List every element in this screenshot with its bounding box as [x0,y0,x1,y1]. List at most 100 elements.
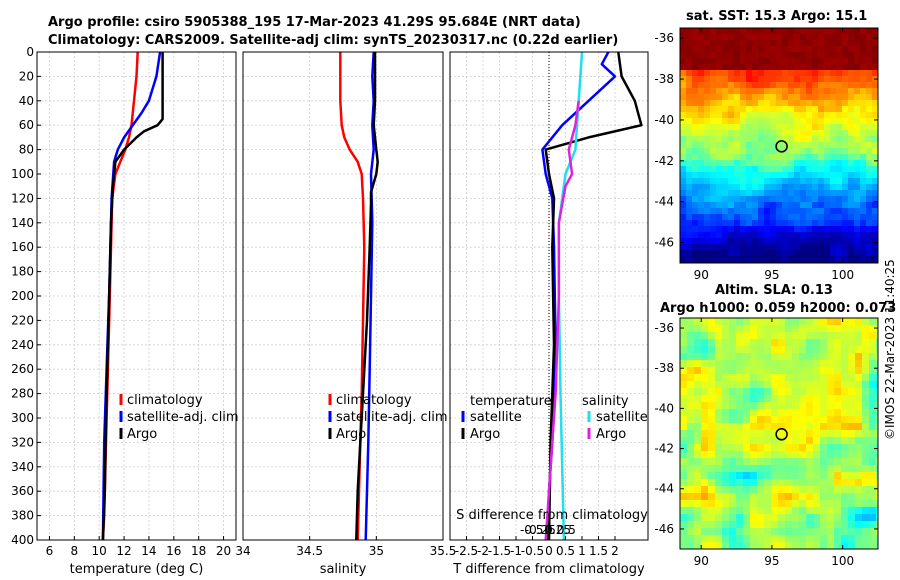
map-cell [722,409,730,417]
map-cell [729,409,737,417]
x-tick-label: 95 [764,554,779,568]
map-cell [782,250,789,257]
map-cell [686,100,693,107]
map-cell [708,479,716,487]
map-cell [827,500,835,508]
map-cell [722,130,729,137]
map-cell [820,346,828,354]
map-cell [834,542,842,550]
map-cell [866,226,873,233]
map-cell [680,238,687,245]
map-cell [854,124,861,131]
map-cell [824,40,831,47]
map-cell [818,238,825,245]
map-cell [785,486,793,494]
map-cell [862,318,870,326]
map-cell [734,112,741,119]
map-cell [750,542,758,550]
map-cell [736,535,744,543]
map-cell [722,166,729,173]
map-cell [758,166,765,173]
map-cell [836,148,843,155]
map-cell [866,184,873,191]
map-cell [764,360,772,368]
map-cell [722,458,730,466]
map-cell [716,76,723,83]
map-cell [788,166,795,173]
map-cell [794,220,801,227]
map-cell [701,430,709,438]
map-cell [800,142,807,149]
map-cell [818,46,825,53]
map-cell [740,244,747,251]
map-cell [704,208,711,215]
map-cell [854,208,861,215]
y-tick-label: 280 [11,387,34,401]
legend-label: Argo [470,427,500,442]
map-cell [866,172,873,179]
map-cell [792,472,800,480]
map-cell [800,190,807,197]
map-cell [818,64,825,71]
map-cell [869,381,877,389]
map-cell [778,430,786,438]
map-cell [716,166,723,173]
map-cell [776,118,783,125]
map-cell [764,409,772,417]
map-cell [812,154,819,161]
map-cell [776,34,783,41]
map-cell [806,154,813,161]
map-cell [743,416,751,424]
map-cell [876,402,879,410]
map-cell [740,124,747,131]
map-cell [782,178,789,185]
map-cell [686,94,693,101]
map-cell [710,256,717,263]
map-cell [728,46,735,53]
map-cell [698,244,705,251]
map-cell [680,190,687,197]
map-cell [776,190,783,197]
map-cell [694,500,702,508]
map-cell [869,472,877,480]
map-cell [746,70,753,77]
map-cell [872,232,879,239]
map-cell [841,416,849,424]
map-cell [757,500,765,508]
map-cell [827,507,835,515]
map-cell [692,178,699,185]
map-cell [827,409,835,417]
map-cell [824,214,831,221]
map-cell [680,172,687,179]
map-cell [848,34,855,41]
map-cell [740,190,747,197]
map-cell [680,458,688,466]
map-cell [752,70,759,77]
map-cell [687,374,695,382]
map-cell [701,514,709,522]
map-cell [746,76,753,83]
map-cell [776,88,783,95]
map-cell [794,130,801,137]
map-cell [740,226,747,233]
map-cell [836,136,843,143]
map-cell [716,94,723,101]
map-cell [764,130,771,137]
map-cell [848,360,856,368]
map-cell [752,184,759,191]
map-cell [866,178,873,185]
x-axis-label: temperature (deg C) [70,562,204,577]
map-cell [860,40,867,47]
map-cell [680,514,688,522]
map-cell [866,202,873,209]
map-cell [830,238,837,245]
map-cell [722,106,729,113]
map-cell [824,100,831,107]
y-tick-label: 360 [11,484,34,498]
map-cell [729,360,737,368]
map-cell [736,409,744,417]
map-cell [715,339,723,347]
map-cell [680,148,687,155]
map-cell [848,208,855,215]
map-cell [704,124,711,131]
